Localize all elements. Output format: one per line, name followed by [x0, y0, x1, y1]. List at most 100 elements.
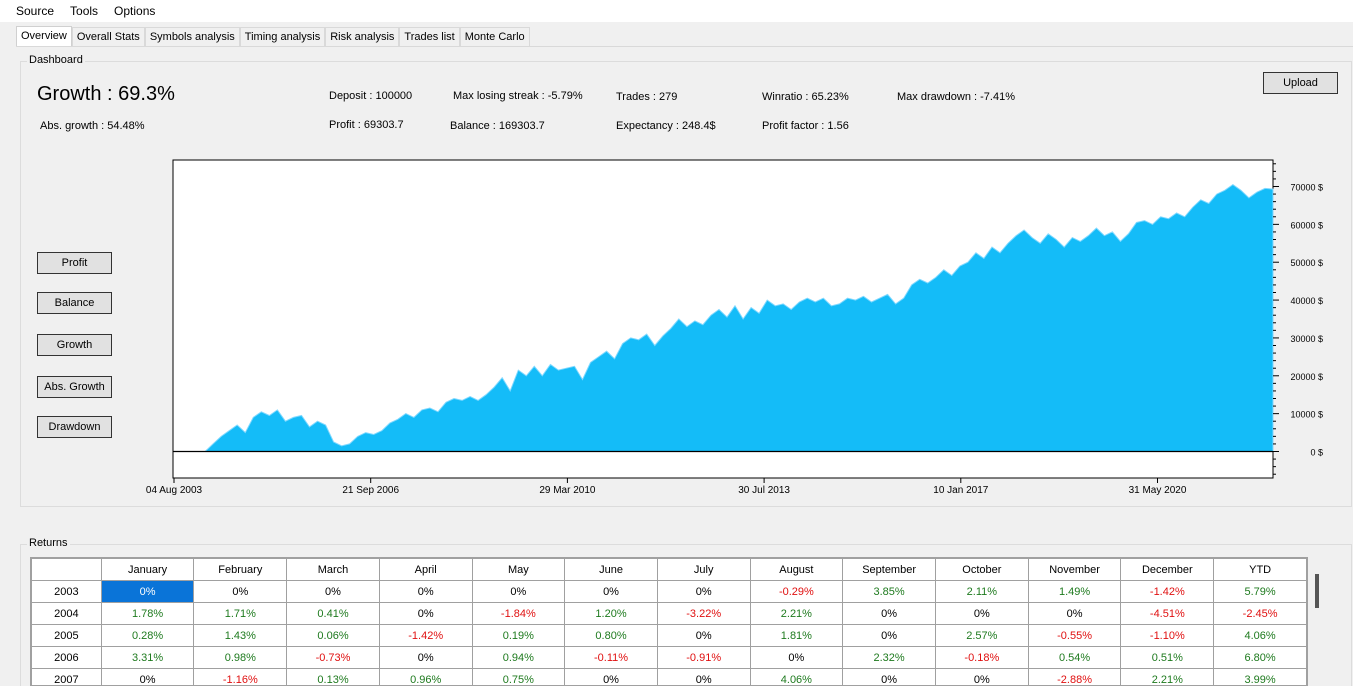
growth-headline: Growth : 69.3%	[37, 83, 175, 106]
upload-button[interactable]: Upload	[1263, 72, 1338, 94]
returns-cell[interactable]: 0%	[656, 668, 751, 685]
tab-overall-stats[interactable]: Overall Stats	[71, 27, 145, 47]
returns-cell[interactable]: 0.98%	[193, 646, 288, 669]
growth-button[interactable]: Growth	[37, 334, 112, 356]
x-tick-label: 29 Mar 2010	[539, 485, 596, 496]
returns-cell[interactable]: -4.51%	[1120, 602, 1215, 625]
returns-cell[interactable]: 0%	[286, 580, 380, 603]
returns-cell[interactable]: 2.21%	[1120, 668, 1215, 685]
returns-cell[interactable]: 0%	[378, 602, 473, 625]
returns-cell[interactable]: 3.31%	[100, 646, 195, 669]
balance-button[interactable]: Balance	[37, 292, 112, 314]
menu-source[interactable]: Source	[16, 4, 55, 18]
returns-cell[interactable]: -1.84%	[471, 602, 566, 625]
returns-cell[interactable]: -0.73%	[286, 646, 380, 669]
tab-timing-analysis[interactable]: Timing analysis	[239, 27, 326, 47]
returns-cell[interactable]: -0.29%	[749, 580, 844, 603]
returns-cell[interactable]: 0%	[656, 580, 751, 603]
profit-chart: 0 $ 10000 $ 20000 $ 30000 $ 40000 $ 50000 $ 60…	[146, 159, 1323, 496]
returns-cell[interactable]: 0.94%	[471, 646, 566, 669]
returns-cell[interactable]: 1.20%	[564, 602, 658, 625]
returns-cell[interactable]: 0%	[656, 624, 751, 647]
returns-cell[interactable]: 0%	[842, 602, 936, 625]
returns-cell[interactable]: 5.79%	[1213, 580, 1307, 603]
returns-cell[interactable]: -0.18%	[934, 646, 1029, 669]
returns-cell[interactable]: -1.42%	[1120, 580, 1215, 603]
drawdown-button[interactable]: Drawdown	[37, 416, 112, 438]
returns-cell[interactable]: 0%	[100, 668, 195, 685]
returns-title: Returns	[27, 537, 70, 549]
returns-cell[interactable]: 0%	[193, 580, 288, 603]
returns-cell[interactable]: 0.75%	[471, 668, 566, 685]
returns-cell[interactable]: -1.16%	[193, 668, 288, 685]
tab-trades-list[interactable]: Trades list	[399, 27, 460, 47]
returns-cell[interactable]: 0.19%	[471, 624, 566, 647]
returns-column-header: November	[1027, 558, 1122, 581]
returns-cell[interactable]: -2.45%	[1213, 602, 1307, 625]
returns-cell[interactable]: -0.91%	[656, 646, 751, 669]
menu-tools[interactable]: Tools	[70, 4, 99, 18]
returns-cell[interactable]: 0%	[749, 646, 844, 669]
returns-cell[interactable]: 2.57%	[934, 624, 1029, 647]
returns-cell[interactable]: 0%	[564, 668, 658, 685]
x-tick-label: 21 Sep 2006	[342, 485, 399, 496]
returns-cell[interactable]: 0%	[564, 580, 658, 603]
returns-table-container[interactable]: January February March April May June July Augu…	[30, 557, 1308, 686]
returns-cell[interactable]: 1.49%	[1027, 580, 1122, 603]
returns-cell[interactable]: 0.51%	[1120, 646, 1215, 669]
returns-cell[interactable]: 0%	[1027, 602, 1122, 625]
returns-cell[interactable]: 2.11%	[934, 580, 1029, 603]
returns-cell[interactable]: 0.06%	[286, 624, 380, 647]
returns-cell[interactable]: 0%	[471, 580, 566, 603]
trades-stat: Trades : 279	[616, 91, 678, 103]
tab-risk-analysis[interactable]: Risk analysis	[325, 27, 400, 47]
returns-cell[interactable]: 0.54%	[1027, 646, 1122, 669]
returns-cell[interactable]: -1.42%	[378, 624, 473, 647]
returns-cell[interactable]: 0.28%	[100, 624, 195, 647]
returns-row: 2007 0% -1.16% 0.13% 0.96% 0.75% 0% 0% 4.06% 0% 0%…	[31, 668, 1307, 685]
returns-scrollbar[interactable]	[1312, 557, 1326, 686]
tab-overview[interactable]: Overview	[16, 26, 72, 47]
returns-cell[interactable]: -0.55%	[1027, 624, 1122, 647]
returns-column-header: March	[286, 558, 380, 581]
returns-cell[interactable]: 1.81%	[749, 624, 844, 647]
menu-bar: Source Tools Options	[0, 0, 1353, 22]
returns-cell[interactable]: 4.06%	[1213, 624, 1307, 647]
profit-factor-stat: Profit factor : 1.56	[762, 120, 849, 132]
returns-cell[interactable]: 0%	[378, 580, 473, 603]
menu-options[interactable]: Options	[114, 4, 156, 18]
returns-cell[interactable]: 0%	[934, 668, 1029, 685]
returns-cell[interactable]: 0%	[378, 646, 473, 669]
returns-cell[interactable]: 3.85%	[842, 580, 936, 603]
tab-symbols-analysis[interactable]: Symbols analysis	[144, 27, 240, 47]
returns-cell[interactable]: 3.99%	[1213, 668, 1307, 685]
returns-cell[interactable]: 0.80%	[564, 624, 658, 647]
returns-year-cell: 2004	[31, 602, 102, 625]
returns-cell[interactable]: 0%	[842, 668, 936, 685]
returns-cell[interactable]: -2.88%	[1027, 668, 1122, 685]
returns-cell[interactable]: 0.13%	[286, 668, 380, 685]
returns-cell[interactable]: -3.22%	[656, 602, 751, 625]
tab-monte-carlo[interactable]: Monte Carlo	[459, 27, 530, 47]
returns-cell[interactable]: 1.71%	[193, 602, 288, 625]
y-tick-label: 20000 $	[1290, 372, 1323, 382]
returns-scrollbar-thumb[interactable]	[1315, 574, 1319, 608]
returns-cell[interactable]: 2.32%	[842, 646, 936, 669]
max-drawdown-stat: Max drawdown : -7.41%	[897, 91, 1015, 103]
returns-cell[interactable]: 0%	[934, 602, 1029, 625]
returns-cell[interactable]: 0.96%	[378, 668, 473, 685]
returns-cell[interactable]: 1.43%	[193, 624, 288, 647]
returns-year-cell: 2006	[31, 646, 102, 669]
returns-cell[interactable]: 1.78%	[100, 602, 195, 625]
returns-cell[interactable]: -0.11%	[564, 646, 658, 669]
returns-cell[interactable]: 4.06%	[749, 668, 844, 685]
returns-cell[interactable]: 0%	[100, 580, 195, 603]
returns-cell[interactable]: -1.10%	[1120, 624, 1215, 647]
returns-cell[interactable]: 0.41%	[286, 602, 380, 625]
returns-cell[interactable]: 2.21%	[749, 602, 844, 625]
profit-button[interactable]: Profit	[37, 252, 112, 274]
growth-label: Growth :	[37, 83, 113, 105]
returns-cell[interactable]: 0%	[842, 624, 936, 647]
returns-cell[interactable]: 6.80%	[1213, 646, 1307, 669]
abs-growth-button[interactable]: Abs. Growth	[37, 376, 112, 398]
